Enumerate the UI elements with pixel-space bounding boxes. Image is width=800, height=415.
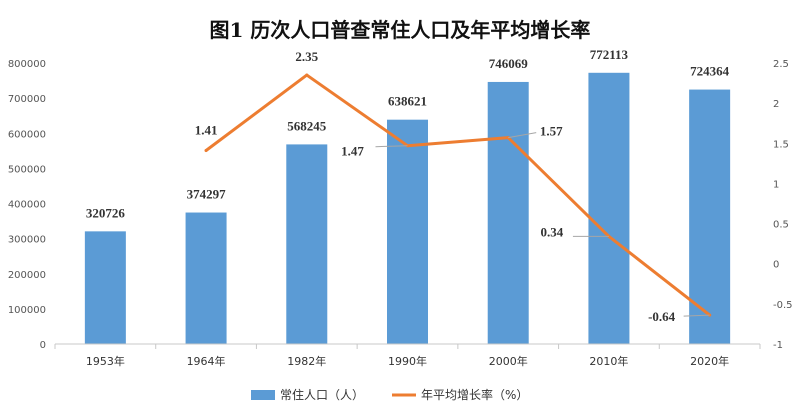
bar-data-label: 320726	[86, 205, 126, 220]
bar	[286, 144, 328, 344]
growth-rate-line	[204, 73, 712, 317]
left-y-tick-label: 500000	[8, 164, 46, 175]
left-y-tick-label: 0	[40, 340, 46, 351]
bar-data-label: 638621	[388, 94, 427, 109]
growth-rate-data-label: 0.34	[541, 224, 564, 239]
line-labels: 1.41 2.35 1.47 1.57 0.34 -0.64	[195, 49, 710, 324]
x-tick-label: 1953年	[86, 354, 125, 368]
left-y-axis: 0 100000 200000 300000 400000 500000 600000 700…	[8, 59, 46, 351]
left-y-tick-label: 800000	[8, 59, 46, 70]
left-y-tick-label: 400000	[8, 200, 46, 211]
bar-labels: 320726 374297 568245 638621 746069 772113 7243…	[86, 47, 730, 221]
legend-label-growth-rate: 年平均增长率（%）	[421, 387, 528, 402]
growth-rate-point	[204, 149, 208, 153]
x-tick-label: 1964年	[187, 354, 226, 368]
bars-layer	[84, 72, 731, 345]
growth-rate-leader-line	[508, 132, 537, 139]
bar	[588, 72, 630, 344]
growth-rate-data-label: 1.47	[341, 144, 364, 159]
legend-swatch-population	[251, 390, 275, 400]
x-tick-label: 1990年	[388, 354, 427, 368]
bar-data-label: 724364	[690, 64, 730, 79]
x-tick-label: 2000年	[489, 354, 528, 368]
left-y-tick-label: 600000	[8, 129, 46, 140]
left-y-tick-label: 700000	[8, 94, 46, 105]
right-y-tick-label: 2	[773, 99, 779, 110]
x-tick-label: 1982年	[287, 354, 326, 368]
x-tick-label: 2020年	[690, 354, 729, 368]
bar-data-label: 772113	[590, 47, 629, 62]
bar-data-label: 374297	[187, 187, 227, 202]
right-y-tick-label: 1	[773, 179, 779, 190]
legend-label-population: 常住人口（人）	[280, 388, 364, 402]
left-y-tick-label: 200000	[8, 270, 46, 281]
growth-rate-data-label: 1.41	[195, 123, 218, 138]
bar	[487, 81, 529, 344]
growth-rate-point	[305, 73, 309, 77]
left-y-tick-label: 300000	[8, 235, 46, 246]
line-layer	[204, 73, 712, 317]
legend: 常住人口（人） 年平均增长率（%）	[251, 387, 528, 402]
chart-title: 图1 历次人口普查常住人口及年平均增长率	[210, 18, 591, 42]
right-y-tick-label: -1	[773, 340, 783, 351]
growth-rate-leader-line	[375, 145, 408, 148]
growth-rate-data-label: -0.64	[648, 309, 676, 324]
right-y-tick-label: 0	[773, 260, 779, 271]
right-y-tick-label: -0.5	[773, 300, 793, 311]
x-axis: 1953年 1964年 1982年 1990年 2000年 2010年 2020年	[54, 344, 761, 368]
growth-rate-leader-line	[683, 314, 710, 317]
left-y-tick-label: 100000	[8, 305, 46, 316]
bar	[387, 119, 428, 344]
right-y-tick-label: 2.5	[773, 59, 789, 70]
bar	[689, 89, 731, 345]
bar	[84, 231, 126, 344]
right-y-tick-label: 0.5	[773, 220, 789, 231]
right-y-axis: -1 -0.5 0 0.5 1 1.5 2 2.5	[773, 59, 793, 351]
right-y-tick-label: 1.5	[773, 139, 789, 150]
bar-data-label: 746069	[489, 56, 529, 71]
x-tick-label: 2010年	[589, 354, 628, 368]
growth-rate-data-label: 1.57	[540, 124, 563, 139]
bar	[185, 212, 227, 344]
growth-rate-data-label: 2.35	[295, 49, 318, 64]
bar-data-label: 568245	[287, 118, 327, 133]
